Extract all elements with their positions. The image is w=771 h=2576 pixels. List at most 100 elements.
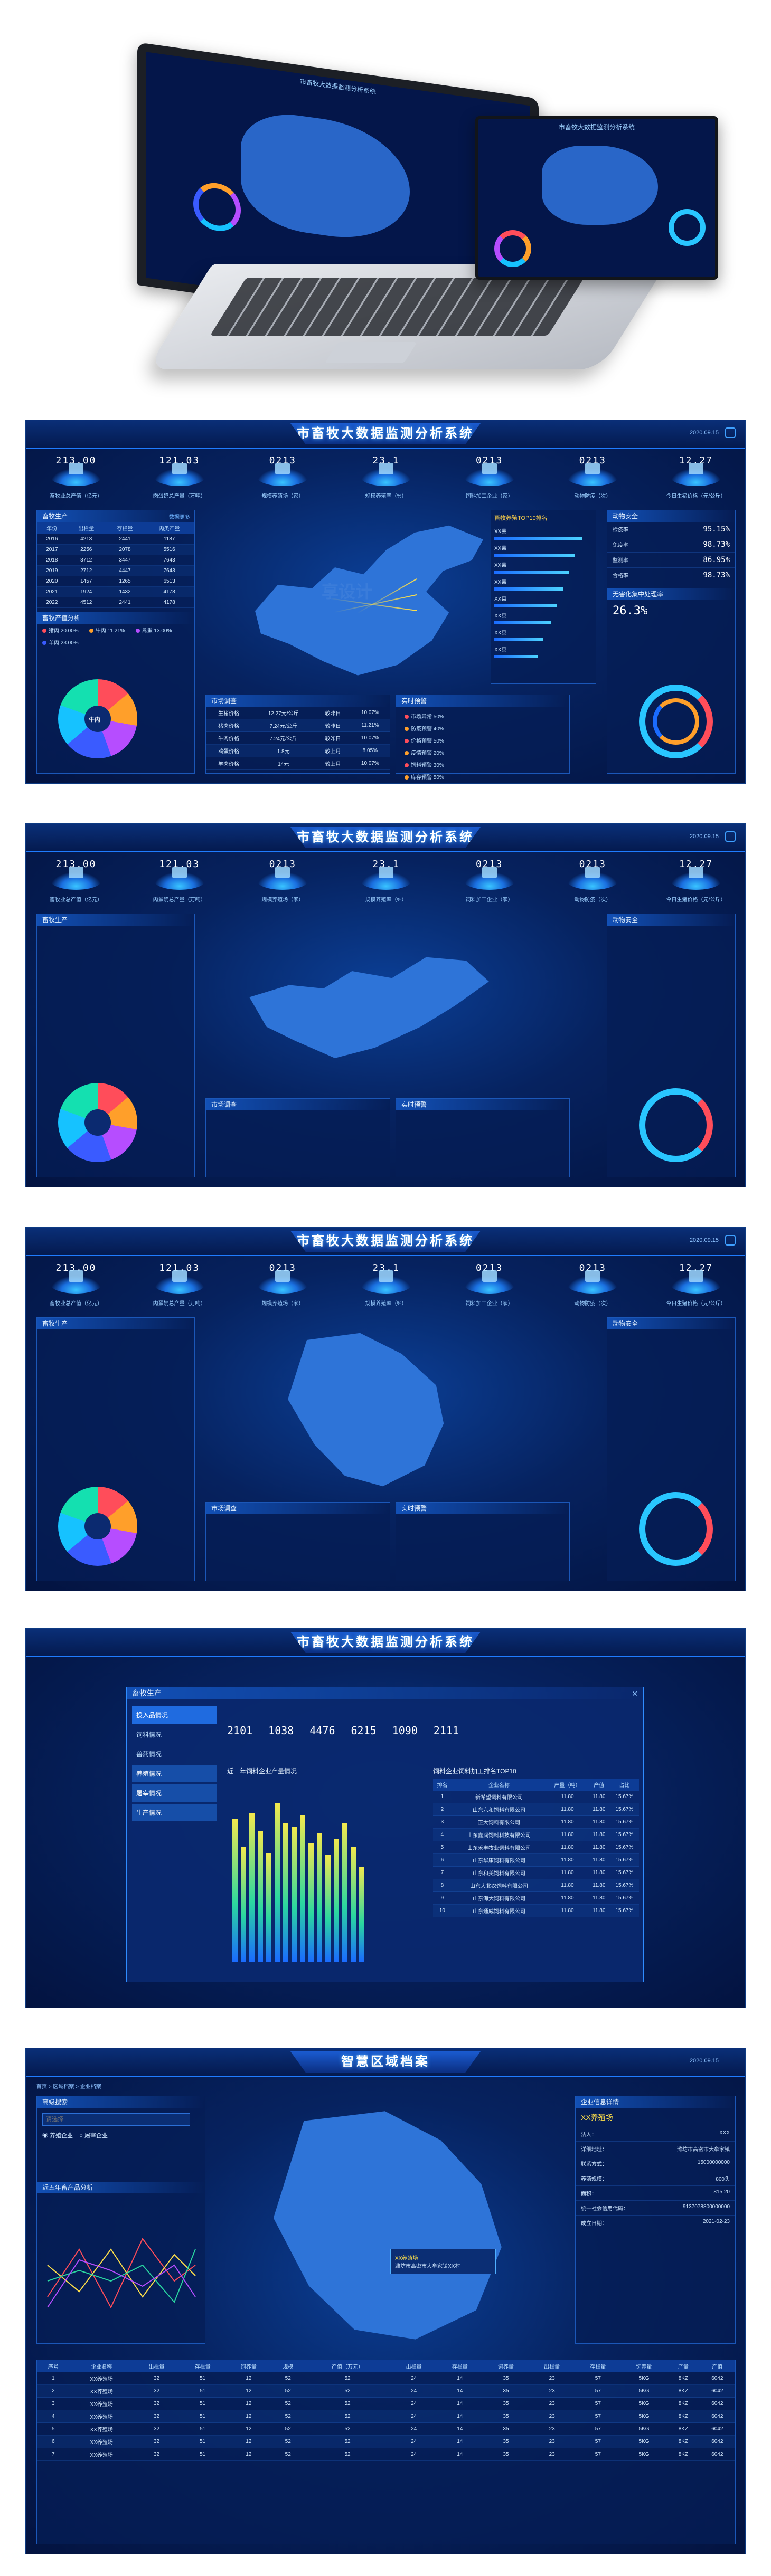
ranking-item[interactable]: XX县 [494, 526, 593, 540]
alert-item[interactable]: 价格预警 50% [405, 736, 479, 744]
table-row[interactable]: 2 山东六和饲料有限公司 11.80 11.80 15.67% [433, 1803, 639, 1816]
cell: 8.05% [350, 744, 390, 757]
search-select[interactable] [42, 2113, 190, 2126]
table-row[interactable]: 6 XX养殖场 32 51 12 52 52 24 14 35 23 57 5KG 8KZ 6042 [37, 2435, 735, 2448]
ranking-item[interactable]: XX县 [494, 644, 593, 658]
stat-label: 规模养殖场（家） [261, 897, 304, 903]
ranking-item[interactable]: XX县 [494, 611, 593, 624]
menu-item[interactable]: 投入品情况 [132, 1706, 217, 1724]
legend-label: 禽蛋 13.00% [142, 628, 172, 634]
stat-strip: 213.00 畜牧业总产值（亿元） 121.03 肉蛋奶总产量（万吨） 0213 规模… [36, 857, 736, 905]
alert-item[interactable]: 市场异常 50% [405, 712, 479, 720]
table-row[interactable]: 3 XX养殖场 32 51 12 52 52 24 14 35 23 57 5KG 8KZ 6042 [37, 2397, 735, 2410]
ranking-item[interactable]: XX县 [494, 594, 593, 607]
map-shape[interactable] [288, 1333, 444, 1487]
cell: 11.80 [588, 1891, 610, 1905]
table-row[interactable]: 1 新希望饲料有限公司 11.80 11.80 15.67% [433, 1791, 639, 1803]
cell: 6042 [699, 2384, 735, 2398]
cell: 7643 [144, 565, 194, 576]
radio-option[interactable]: ○ 屠宰企业 [79, 2133, 108, 2139]
region-map[interactable] [269, 1323, 459, 1497]
region-map[interactable] [227, 515, 512, 689]
fullscreen-icon[interactable] [725, 831, 736, 842]
panel-title: 畜牧生产 [37, 1318, 194, 1329]
breadcrumb[interactable]: 首页 > 区域档案 > 企业档案 [36, 2084, 101, 2090]
ranking-label: XX县 [494, 529, 507, 535]
cell: 15.67% [609, 1879, 639, 1892]
table-row[interactable]: 10 山东通威饲料有限公司 11.80 11.80 15.67% [433, 1904, 639, 1917]
table-row[interactable]: 9 山东海大饲料有限公司 11.80 11.80 15.67% [433, 1891, 639, 1905]
cell: 6042 [699, 2397, 735, 2410]
bar [325, 1855, 331, 1962]
ranking-item[interactable]: XX县 [494, 560, 593, 574]
cell: 6042 [699, 2448, 735, 2461]
region-map[interactable] [227, 919, 512, 1093]
table-row[interactable]: 6 山东华康饲料有限公司 11.80 11.80 15.67% [433, 1853, 639, 1867]
cell: 较上月 [315, 757, 351, 770]
table-row[interactable]: 3 正大饲料有限公司 11.80 11.80 15.67% [433, 1815, 639, 1829]
menu-item[interactable]: 养殖情况 [132, 1765, 217, 1782]
alert-item[interactable]: 饲料预警 30% [405, 761, 479, 768]
table-row[interactable]: 2 XX养殖场 32 51 12 52 52 24 14 35 23 57 5KG 8KZ 6042 [37, 2384, 735, 2398]
table-row[interactable]: 2020 1457 1265 6513 [37, 576, 194, 587]
cell: 12 [225, 2372, 272, 2385]
cell: 6042 [699, 2422, 735, 2436]
ranking-item[interactable]: XX县 [494, 577, 593, 591]
bar [351, 1847, 356, 1962]
map-shape[interactable] [273, 2111, 502, 2340]
laptop-base [146, 264, 667, 369]
table-row[interactable]: 2019 2712 4447 7643 [37, 565, 194, 576]
legend-dot-icon [42, 641, 46, 645]
menu-item[interactable]: 兽药情况 [136, 1751, 162, 1758]
table-row[interactable]: 8 山东大北农饲料有限公司 11.80 11.80 15.67% [433, 1879, 639, 1892]
table-row[interactable]: 猪肉价格 7.24元/公斤 较昨日 11.21% [206, 719, 390, 732]
info-label: 成立日期： [581, 2221, 607, 2227]
panel-title: 企业信息详情 [576, 2096, 735, 2108]
warning-icon [405, 763, 409, 768]
close-icon[interactable]: ✕ [632, 1689, 638, 1698]
table-row[interactable]: 7 山东和美饲料有限公司 11.80 11.80 15.67% [433, 1866, 639, 1879]
map-shape[interactable] [249, 957, 489, 1058]
alert-item[interactable]: 疫情预警 20% [405, 748, 479, 756]
enterprise-name: XX养殖场 [581, 2113, 613, 2122]
table-row[interactable]: 生猪价格 12.27元/公斤 较昨日 10.07% [206, 707, 390, 719]
menu-item[interactable]: 饲料情况 [136, 1731, 162, 1738]
table-row[interactable]: 2016 4213 2441 1187 [37, 534, 194, 545]
floating-ring-chart [669, 209, 706, 246]
menu-item[interactable]: 屠宰情况 [132, 1784, 217, 1802]
laptop-mockup: 市畜牧大数据监测分析系统 市畜牧大数据监测分析系统 [106, 42, 718, 369]
fullscreen-icon[interactable] [725, 427, 736, 438]
alert-item[interactable]: 防疫预警 40% [405, 724, 479, 732]
more-link[interactable]: 数据更多 [169, 515, 190, 520]
cell: 11.80 [547, 1828, 588, 1841]
ranking-bar [494, 554, 575, 557]
table-row[interactable]: 羊肉价格 14元 较上月 10.07% [206, 757, 390, 770]
legend-item: 禽蛋 13.00% [135, 626, 172, 634]
table-row[interactable]: 5 XX养殖场 32 51 12 52 52 24 14 35 23 57 5KG 8KZ 6042 [37, 2422, 735, 2436]
table-row[interactable]: 2022 4512 2441 4178 [37, 597, 194, 608]
safety-row: 合格率 98.73% [607, 568, 735, 583]
stat-card: 0213 动物防疫（次） [553, 857, 632, 905]
table-row[interactable]: 5 山东禾丰牧业饲料有限公司 11.80 11.80 15.67% [433, 1841, 639, 1854]
radio-option[interactable]: ◉ 养殖企业 [42, 2133, 73, 2139]
table-row[interactable]: 鸡蛋价格 1.8元 较上月 8.05% [206, 744, 390, 757]
legend-item: 猪肉 20.00% [42, 626, 79, 634]
table-row[interactable]: 2021 1924 1432 4178 [37, 586, 194, 597]
table-row[interactable]: 2018 3712 3447 7643 [37, 555, 194, 566]
cell: 12 [225, 2422, 272, 2436]
ranking-item[interactable]: XX县 [494, 628, 593, 641]
menu-item[interactable]: 生产情况 [132, 1804, 217, 1821]
stat-card: 121.03 肉蛋奶总产量（万吨） [140, 453, 219, 501]
archive-map[interactable]: XX养殖场 潍坊市高密市大牟家镇XX村 [258, 2106, 512, 2349]
alert-item[interactable]: 库存预警 50% [405, 773, 479, 781]
fullscreen-icon[interactable] [725, 1235, 736, 1246]
table-row[interactable]: 牛肉价格 7.24元/公斤 较昨日 10.07% [206, 731, 390, 745]
ranking-item[interactable]: XX县 [494, 543, 593, 557]
table-row[interactable]: 4 山东鑫润饲料科技有限公司 11.80 11.80 15.67% [433, 1828, 639, 1841]
alert-label: 市场异常 50% [411, 714, 444, 720]
table-row[interactable]: 7 XX养殖场 32 51 12 52 52 24 14 35 23 57 5KG 8KZ 6042 [37, 2448, 735, 2461]
table-row[interactable]: 4 XX养殖场 32 51 12 52 52 24 14 35 23 57 5KG 8KZ 6042 [37, 2410, 735, 2423]
table-row[interactable]: 1 XX养殖场 32 51 12 52 52 24 14 35 23 57 5KG 8KZ 6042 [37, 2372, 735, 2385]
stat-pedestal-icon [567, 867, 618, 890]
table-row[interactable]: 2017 2256 2078 5516 [37, 544, 194, 555]
